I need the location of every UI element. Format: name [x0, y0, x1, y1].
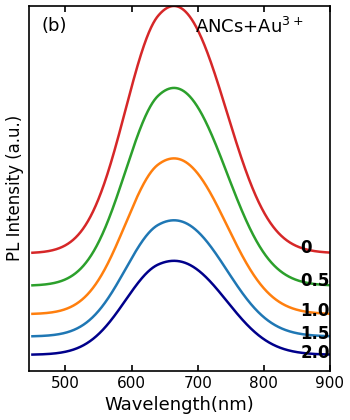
- Text: 0.5: 0.5: [300, 272, 330, 290]
- X-axis label: Wavelength(nm): Wavelength(nm): [105, 396, 254, 415]
- Text: ANCs+Au$^{3+}$: ANCs+Au$^{3+}$: [195, 16, 303, 37]
- Text: (b): (b): [41, 16, 66, 34]
- Text: 1.5: 1.5: [300, 325, 330, 343]
- Y-axis label: PL Intensity (a.u.): PL Intensity (a.u.): [6, 115, 23, 261]
- Text: 0: 0: [300, 239, 312, 257]
- Text: 1.0: 1.0: [300, 302, 330, 320]
- Text: 2.0: 2.0: [300, 344, 330, 362]
